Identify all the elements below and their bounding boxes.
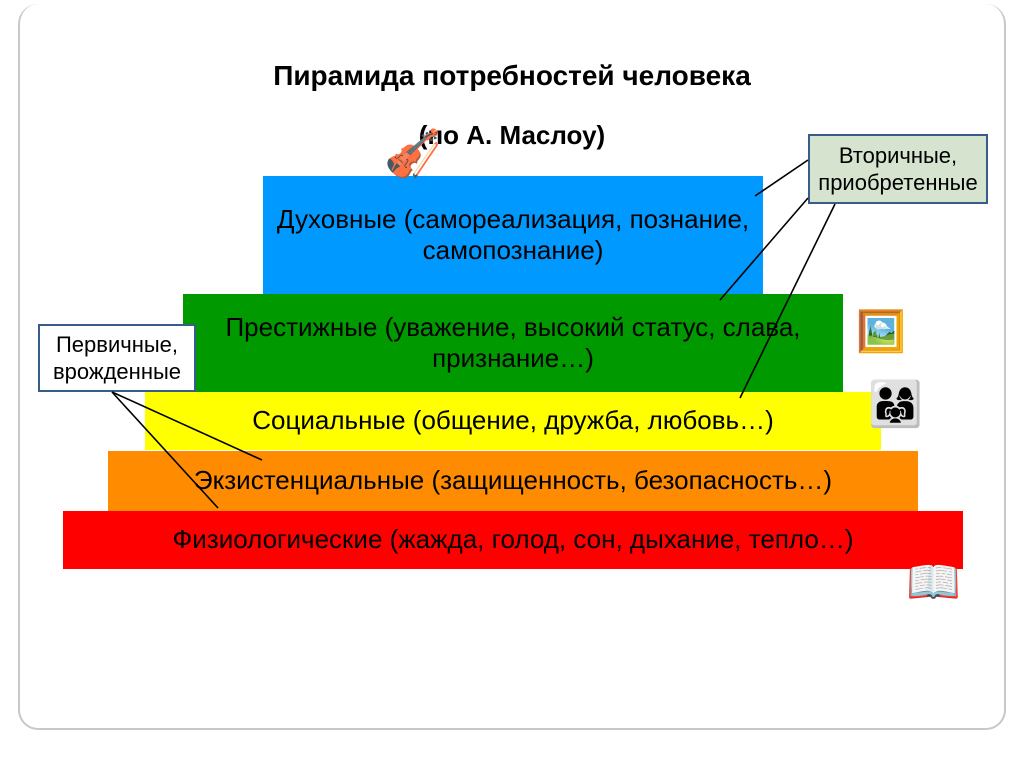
level-social: Социальные (общение, дружба, любовь…)	[145, 392, 881, 450]
callout-primary: Первичные,врожденные	[38, 324, 196, 392]
level-prestige: Престижные (уважение, высокий статус, сл…	[183, 294, 843, 392]
level-spiritual: Духовные (самореализация, познание, само…	[263, 176, 763, 294]
level-existential: Экзистенциальные (защищенность, безопасн…	[108, 451, 918, 511]
callout-secondary: Вторичные,приобретенные	[808, 134, 988, 204]
level-physiological: Физиологические (жажда, голод, сон, дыха…	[63, 511, 963, 569]
title: Пирамида потребностей человека	[0, 60, 1024, 92]
